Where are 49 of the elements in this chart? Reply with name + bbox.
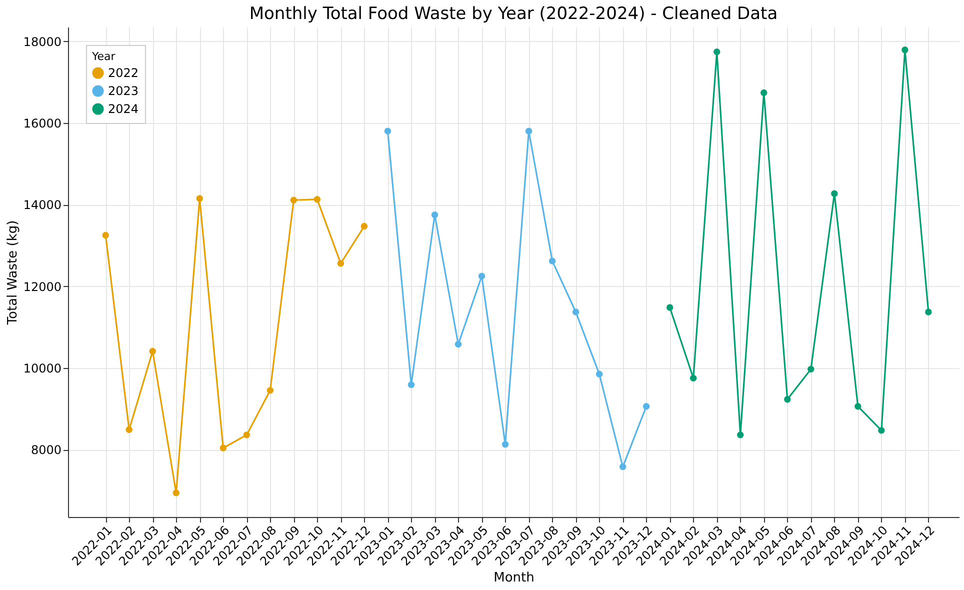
y-tick-label: 12000 xyxy=(23,280,62,294)
y-tick-label: 16000 xyxy=(23,116,62,130)
point xyxy=(196,195,204,202)
point xyxy=(572,308,580,316)
point xyxy=(408,381,415,388)
point xyxy=(360,222,368,230)
y-tick-label: 10000 xyxy=(23,361,62,376)
point xyxy=(619,463,626,470)
point xyxy=(854,402,862,410)
point xyxy=(690,374,697,382)
point xyxy=(384,128,392,134)
point xyxy=(760,89,768,96)
point xyxy=(666,304,674,311)
point xyxy=(337,260,344,267)
point xyxy=(548,258,556,264)
point xyxy=(714,48,720,56)
point xyxy=(102,232,109,239)
point xyxy=(808,366,814,373)
point xyxy=(502,440,509,448)
legend-label: 2023 xyxy=(108,84,139,98)
legend-label: 2022 xyxy=(108,66,139,80)
chart-title: Monthly Total Food Waste by Year (2022-2024) - Cleaned Data xyxy=(249,4,778,24)
x-axis-title: Month xyxy=(494,570,534,586)
y-axis-title: Total Waste (kg) xyxy=(5,220,20,326)
point xyxy=(902,46,908,54)
y-tick-label: 14000 xyxy=(23,198,62,212)
point xyxy=(642,402,650,410)
point xyxy=(878,427,885,434)
point xyxy=(149,348,156,355)
y-tick-label: 8000 xyxy=(30,443,62,458)
legend-label: 2024 xyxy=(108,102,139,116)
point xyxy=(126,426,132,433)
point xyxy=(454,340,462,348)
point xyxy=(172,490,180,496)
point xyxy=(290,196,298,204)
point xyxy=(925,308,932,316)
point xyxy=(314,196,321,203)
point xyxy=(831,190,838,197)
legend-title: Year xyxy=(91,50,116,63)
point xyxy=(243,432,250,438)
point xyxy=(431,211,438,218)
point xyxy=(220,444,227,452)
y-tick-label: 18000 xyxy=(23,34,62,49)
point xyxy=(737,432,744,438)
point xyxy=(525,128,532,134)
point xyxy=(596,370,603,378)
point xyxy=(784,396,791,403)
point xyxy=(478,272,486,280)
point xyxy=(266,387,274,394)
